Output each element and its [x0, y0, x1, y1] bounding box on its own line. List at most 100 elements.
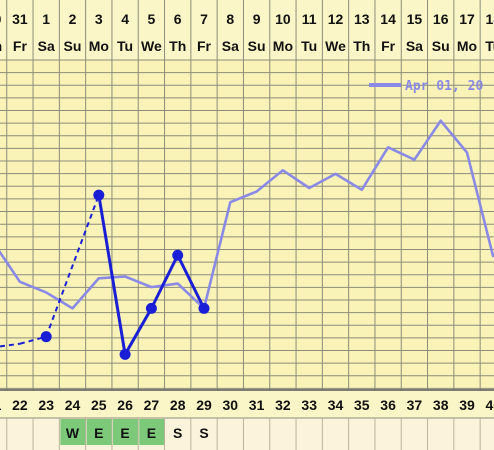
- cycle-day-label: 25: [91, 397, 107, 413]
- cycle-day-label: 40: [486, 397, 494, 413]
- date-label: 7: [200, 11, 208, 27]
- weekday-label: We: [141, 38, 162, 54]
- cycle-day-label: 24: [65, 397, 81, 413]
- cycle-day-label: 37: [407, 397, 423, 413]
- date-label: 8: [226, 11, 234, 27]
- date-label: 30: [0, 11, 2, 27]
- series-line-previous-cycle: [0, 119, 494, 310]
- marker-cell: [428, 419, 454, 445]
- marker-cell: [454, 419, 481, 445]
- series-layer: [0, 119, 494, 360]
- legend-label: Apr 01, 20: [405, 79, 483, 94]
- cycle-day-label: 35: [354, 397, 370, 413]
- marker-cell: [7, 419, 34, 445]
- date-label: 2: [69, 11, 77, 27]
- date-label: 17: [459, 11, 475, 27]
- marker-cell: [402, 419, 428, 445]
- marker-label: S: [173, 425, 182, 441]
- date-label: 13: [354, 11, 370, 27]
- weekday-label: Th: [169, 38, 186, 54]
- weekday-label: We: [325, 38, 346, 54]
- marker-cell: [375, 419, 402, 445]
- weekday-label: Fr: [13, 38, 28, 54]
- marker-label: E: [120, 425, 129, 441]
- weekday-label: Mo: [89, 38, 109, 54]
- series-point: [172, 249, 184, 261]
- cycle-day-label: 31: [249, 397, 265, 413]
- weekday-label: Tu: [485, 38, 494, 54]
- marker-cell: [86, 419, 112, 445]
- date-label: 15: [407, 11, 423, 27]
- cycle-day-label: 28: [170, 397, 186, 413]
- marker-label: E: [94, 425, 103, 441]
- date-header: 3031123456789101112131415161718ThFrSaSuM…: [0, 11, 494, 54]
- marker-label: S: [199, 425, 208, 441]
- date-label: 10: [275, 11, 291, 27]
- marker-cell: [481, 419, 494, 445]
- date-label: 12: [328, 11, 344, 27]
- weekday-label: Sa: [38, 38, 55, 54]
- cycle-day-label: 21: [0, 397, 2, 413]
- date-label: 3: [95, 11, 103, 27]
- marker-cell: [165, 419, 191, 445]
- chart-legend: Apr 01, 20: [369, 79, 483, 94]
- cycle-day-label: 22: [12, 397, 28, 413]
- series-line-segment: [150, 254, 180, 310]
- marker-cell: [191, 419, 218, 445]
- date-label: 9: [253, 11, 261, 27]
- series-line-dashed-segment: [45, 194, 100, 338]
- weekday-label: Fr: [381, 38, 396, 54]
- weekday-label: Su: [248, 38, 266, 54]
- cycle-day-label: 23: [38, 397, 54, 413]
- marker-cell: [139, 419, 165, 445]
- cycle-day-label: 38: [433, 397, 449, 413]
- date-label: 18: [486, 11, 494, 27]
- weekday-label: Tu: [301, 38, 317, 54]
- series-point: [145, 302, 157, 314]
- cycle-day-label: 30: [223, 397, 239, 413]
- marker-cell: [60, 419, 86, 445]
- series-point: [198, 302, 210, 314]
- weekday-label: Su: [432, 38, 450, 54]
- marker-cell: [349, 419, 375, 445]
- weekday-label: Th: [0, 38, 2, 54]
- cycle-day-row: [0, 390, 494, 418]
- cycle-day-label: 27: [144, 397, 160, 413]
- marker-cell: [323, 419, 349, 445]
- cycle-day-label: 33: [301, 397, 317, 413]
- cycle-day-label: 39: [459, 397, 475, 413]
- weekday-label: Su: [64, 38, 82, 54]
- marker-cell: [0, 419, 7, 445]
- weekday-label: Fr: [197, 38, 212, 54]
- date-label: 5: [148, 11, 156, 27]
- marker-label: W: [66, 425, 80, 441]
- marker-cell: [34, 419, 60, 445]
- date-label: 14: [380, 11, 396, 27]
- series-point: [40, 331, 52, 343]
- date-label: 11: [302, 11, 317, 27]
- series-line-segment: [176, 254, 206, 310]
- cycle-day-label: 26: [117, 397, 133, 413]
- date-label: 4: [121, 11, 129, 27]
- cycle-day-label: 36: [380, 397, 396, 413]
- series-line-dashed-entry: [0, 342, 21, 348]
- marker-cell: [218, 419, 244, 445]
- weekday-label: Tu: [117, 38, 133, 54]
- series-point: [119, 348, 131, 360]
- marker-cell: [297, 419, 323, 445]
- date-label: 16: [433, 11, 449, 27]
- weekday-label: Mo: [273, 38, 293, 54]
- date-label: 6: [174, 11, 182, 27]
- weekday-label: Sa: [406, 38, 423, 54]
- date-label: 31: [12, 11, 28, 27]
- weekday-label: Mo: [457, 38, 477, 54]
- series-line-segment: [97, 194, 127, 355]
- series-line-segment: [123, 307, 153, 356]
- cycle-day-label: 32: [275, 397, 291, 413]
- weekday-label: Sa: [222, 38, 239, 54]
- cycle-day-label: 29: [196, 397, 212, 413]
- marker-cell: [112, 419, 139, 445]
- date-label: 1: [42, 11, 50, 27]
- marker-label: E: [147, 425, 156, 441]
